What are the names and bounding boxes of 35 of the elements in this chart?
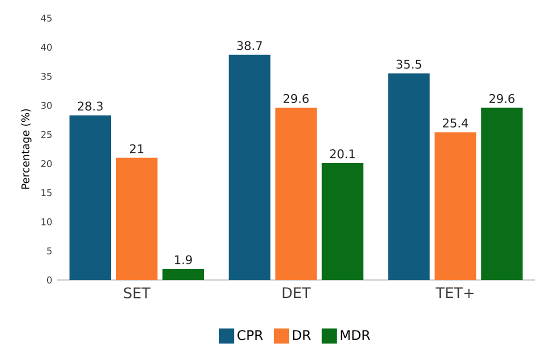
data-label: 25.4 [442, 118, 468, 128]
data-label: 29.6 [284, 94, 309, 104]
y-tick-label: 30 [41, 102, 52, 109]
bar [322, 163, 364, 280]
bar [388, 73, 430, 280]
y-tick-label: 0 [47, 276, 52, 284]
y-tick-label: 25 [41, 131, 52, 138]
data-label: 38.7 [237, 41, 262, 50]
data-label: 29.6 [489, 94, 514, 104]
y-tick-label: 45 [41, 14, 52, 22]
bar [162, 268, 204, 280]
legend-label: DR [293, 330, 311, 340]
x-tick-label: DET [282, 287, 311, 298]
y-tick-label: 15 [42, 189, 52, 196]
data-label: 35.5 [396, 60, 422, 69]
data-label: 28.3 [78, 102, 103, 111]
bar [228, 54, 270, 280]
data-label: 1.9 [175, 255, 192, 264]
x-tick-label: SET [124, 287, 150, 298]
bar [69, 115, 112, 280]
bar [116, 158, 158, 280]
y-tick-label: 20 [41, 160, 52, 168]
y-tick-label: 10 [42, 218, 52, 226]
y-axis-title: Percentage (%) [21, 109, 32, 189]
data-label: 21 [130, 144, 144, 154]
x-tick-label: TET+ [436, 287, 474, 298]
y-tick-label: 35 [41, 72, 52, 80]
data-label: 20.1 [330, 149, 355, 158]
bar [434, 132, 476, 280]
bar [275, 108, 317, 280]
legend-label: MDR [340, 330, 370, 340]
y-tick-label: 40 [41, 44, 52, 51]
legend-label: CPR [238, 330, 263, 340]
y-tick-label: 5 [47, 248, 52, 254]
bar [481, 108, 523, 280]
